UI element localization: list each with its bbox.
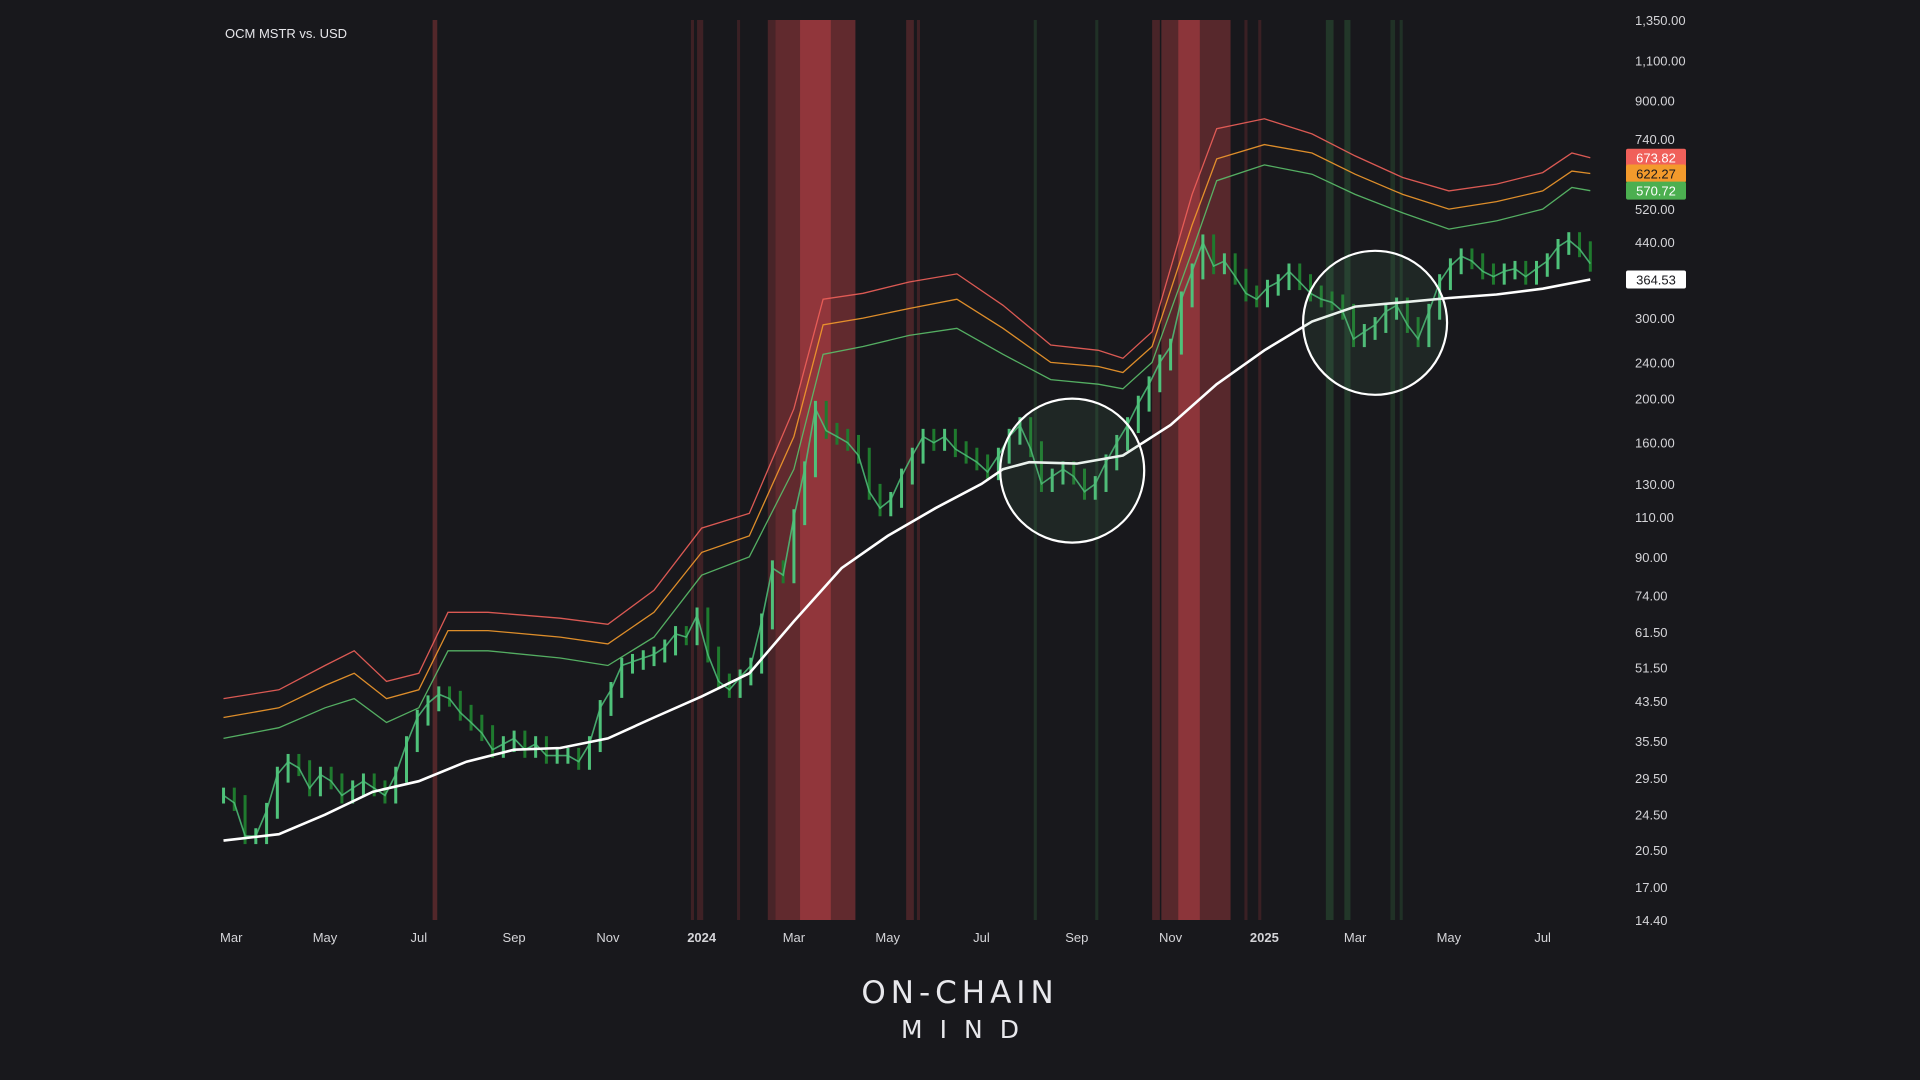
red-zone — [1152, 20, 1160, 920]
y-tick-label: 1,100.00 — [1635, 54, 1686, 69]
y-tick-label: 520.00 — [1635, 202, 1675, 217]
x-tick-label: Nov — [1159, 930, 1183, 945]
x-tick-label: Mar — [783, 930, 806, 945]
x-tick-label: 2024 — [687, 930, 717, 945]
band-lines — [223, 118, 1591, 740]
price-label-badge — [1626, 181, 1686, 200]
highlight-circle — [1301, 249, 1449, 396]
y-tick-label: 900.00 — [1635, 93, 1675, 108]
y-tick-label: 74.00 — [1635, 589, 1668, 604]
green-zone — [1095, 20, 1099, 920]
price-label-badge — [1626, 148, 1686, 167]
red-zone — [1161, 20, 1231, 920]
zone-highlights — [432, 20, 1403, 920]
y-tick-label: 17.00 — [1635, 880, 1668, 895]
red-zone — [1178, 20, 1200, 920]
x-tick-label: Sep — [503, 930, 526, 945]
red-zone — [916, 20, 920, 920]
y-tick-label: 1,350.00 — [1635, 13, 1686, 28]
x-tick-label: Jul — [973, 930, 990, 945]
y-tick-label: 51.50 — [1635, 660, 1668, 675]
x-tick-label: May — [1437, 930, 1462, 945]
x-tick-label: Nov — [596, 930, 620, 945]
red-zone — [906, 20, 914, 920]
price-label-text: 364.53 — [1636, 273, 1676, 288]
y-tick-label: 740.00 — [1635, 132, 1675, 147]
green-zone — [1399, 20, 1403, 920]
x-tick-label: Jul — [1534, 930, 1551, 945]
y-tick-label: 24.50 — [1635, 808, 1668, 823]
highlight-circles — [999, 249, 1449, 544]
highlight-circle — [999, 397, 1146, 544]
y-tick-label: 110.00 — [1635, 510, 1674, 525]
price-label-text: 570.72 — [1636, 184, 1676, 199]
x-axis: Mar May Jul Sep Nov 2024 Mar May Jul Sep Nov 2025 Ma… — [220, 930, 1551, 945]
x-tick-label: Mar — [1344, 930, 1367, 945]
green-zone — [1033, 20, 1037, 920]
band-orange-line — [223, 143, 1591, 719]
x-tick-label: May — [313, 930, 338, 945]
y-tick-label: 43.50 — [1635, 694, 1668, 709]
y-tick-label: 20.50 — [1635, 843, 1668, 858]
band-green-line — [223, 164, 1591, 740]
y-tick-label: 440.00 — [1635, 235, 1675, 250]
green-zone — [1325, 20, 1334, 920]
x-tick-label: Mar — [220, 930, 243, 945]
y-tick-label: 61.50 — [1635, 625, 1668, 640]
y-tick-label: 14.40 — [1635, 913, 1668, 928]
y-tick-label: 90.00 — [1635, 550, 1668, 565]
y-tick-label: 160.00 — [1635, 436, 1675, 451]
brand-logo-top: ON-CHAIN — [861, 975, 1059, 1011]
red-zone — [767, 20, 776, 920]
red-zone — [432, 20, 438, 920]
y-tick-label: 29.50 — [1635, 771, 1668, 786]
red-zone — [737, 20, 741, 920]
y-tick-label: 35.50 — [1635, 734, 1668, 749]
price-series — [222, 232, 1592, 845]
moving-average — [223, 278, 1591, 842]
y-tick-label: 200.00 — [1635, 391, 1675, 406]
red-zone — [1244, 20, 1248, 920]
y-axis: 1,350.00 1,100.00 900.00 740.00 520.00 440.00… — [1635, 13, 1686, 928]
red-zone — [690, 20, 694, 920]
y-tick-label: 130.00 — [1635, 477, 1675, 492]
x-tick-label: 2025 — [1250, 930, 1279, 945]
band-red-line — [223, 118, 1591, 700]
red-zone — [697, 20, 704, 920]
ma-line — [223, 278, 1591, 842]
price-line — [223, 239, 1591, 837]
y-tick-label: 300.00 — [1635, 311, 1675, 326]
green-zone — [1344, 20, 1351, 920]
x-tick-label: Jul — [410, 930, 427, 945]
green-zone — [1390, 20, 1396, 920]
price-label-badge — [1626, 164, 1686, 183]
price-label-text: 622.27 — [1636, 167, 1676, 182]
brand-logo-bottom: MIND — [901, 1015, 1036, 1044]
price-label-text: 673.82 — [1636, 151, 1676, 166]
y-tick-label: 240.00 — [1635, 355, 1675, 370]
x-tick-label: Sep — [1065, 930, 1088, 945]
x-tick-label: May — [875, 930, 900, 945]
chart-title: OCM MSTR vs. USD — [225, 26, 348, 41]
price-label-badge — [1626, 270, 1686, 289]
red-zone — [1258, 20, 1262, 920]
